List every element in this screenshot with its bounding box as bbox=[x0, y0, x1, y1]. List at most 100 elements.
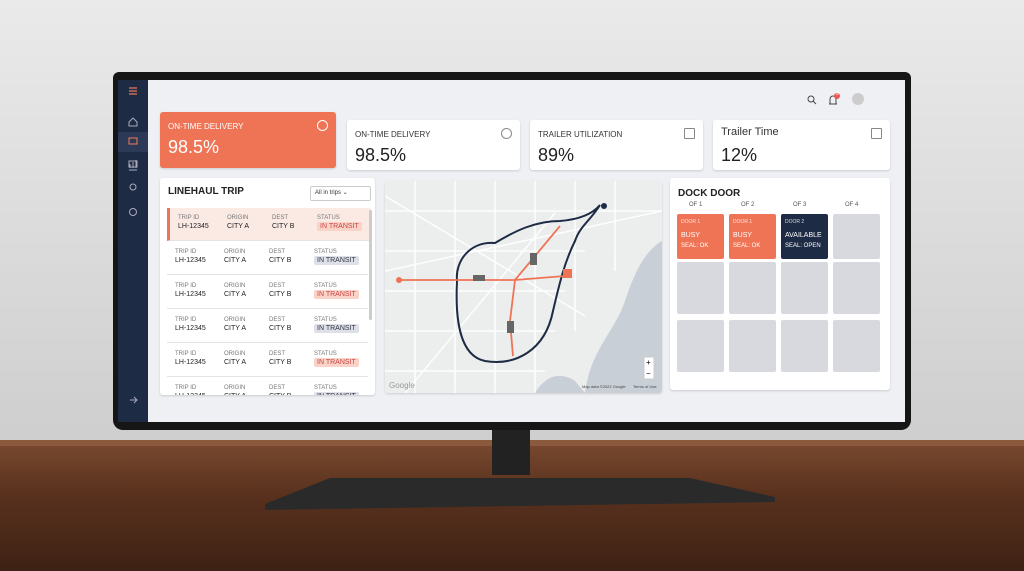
kpi-label: ON-TIME DELIVERY bbox=[355, 130, 431, 139]
dock-tile[interactable] bbox=[729, 320, 776, 372]
map-attribution: Map data ©2022 Google bbox=[582, 384, 626, 389]
trip-cell: DEST CITY B bbox=[272, 215, 294, 230]
trip-cell: DEST CITY B bbox=[269, 351, 291, 366]
trip-row[interactable]: TRIP ID LH-12345 ORIGIN CITY A DEST CITY B STA… bbox=[167, 208, 371, 241]
cell-value: LH-12345 bbox=[175, 257, 206, 264]
notification-count: 2 bbox=[836, 91, 839, 97]
cell-value: IN TRANSIT bbox=[314, 256, 359, 265]
dock-tile[interactable]: DOOR 1 BUSY SEAL: OK bbox=[677, 214, 724, 259]
trip-cell: ORIGIN CITY A bbox=[224, 351, 246, 366]
cell-header: ORIGIN bbox=[224, 385, 246, 391]
kpi-card: Trailer Time 12% bbox=[713, 120, 890, 170]
trip-cell: ORIGIN CITY A bbox=[224, 249, 246, 264]
kpi-value: 12% bbox=[721, 145, 758, 165]
cell-value: LH-12345 bbox=[175, 393, 206, 395]
door-name: DOOR 2 bbox=[785, 219, 805, 225]
trip-cell: TRIP ID LH-12345 bbox=[175, 351, 206, 366]
dock-tile[interactable] bbox=[833, 262, 880, 314]
cell-value: CITY B bbox=[269, 359, 292, 366]
panel-title: LINEHAUL TRIP bbox=[168, 186, 244, 197]
cell-value: IN TRANSIT bbox=[314, 392, 359, 395]
dock-tile[interactable] bbox=[781, 320, 828, 372]
cell-value: CITY A bbox=[224, 291, 247, 298]
cell-header: TRIP ID bbox=[178, 215, 200, 221]
trip-row[interactable]: TRIP ID LH-12345 ORIGIN CITY A DEST CITY B STA… bbox=[167, 310, 368, 343]
dock-tile[interactable]: DOOR 2 AVAILABLE SEAL: OPEN bbox=[781, 214, 828, 259]
dock-tile[interactable] bbox=[833, 320, 880, 372]
filter-dropdown[interactable]: All in trips ⌄ bbox=[310, 186, 371, 201]
zoom-out[interactable]: − bbox=[646, 369, 651, 378]
trip-row[interactable]: TRIP ID LH-12345 ORIGIN CITY A DEST CITY B STA… bbox=[167, 344, 368, 377]
kpi-value: 98.5% bbox=[355, 145, 407, 165]
map-panel: + − Google Map data ©2022 Google Terms o… bbox=[385, 181, 662, 393]
kpi-card: ON-TIME DELIVERY 98.5% bbox=[160, 112, 336, 168]
door-status: BUSY bbox=[733, 232, 753, 239]
dock-tile[interactable] bbox=[677, 320, 724, 372]
cell-header: STATUS bbox=[314, 317, 337, 323]
cell-header: ORIGIN bbox=[224, 249, 246, 255]
door-status: AVAILABLE bbox=[785, 232, 822, 239]
cell-value: CITY A bbox=[224, 257, 247, 264]
door-seal: SEAL: OK bbox=[733, 243, 761, 249]
cell-value: CITY A bbox=[227, 223, 250, 230]
cell-header: TRIP ID bbox=[175, 283, 197, 289]
cell-value: LH-12345 bbox=[175, 359, 206, 366]
cell-value: CITY B bbox=[269, 257, 292, 264]
cell-header: DEST bbox=[269, 385, 286, 391]
cell-header: TRIP ID bbox=[175, 317, 197, 323]
trip-cell: ORIGIN CITY A bbox=[224, 317, 246, 332]
cell-header: STATUS bbox=[317, 215, 340, 221]
trip-cell: ORIGIN CITY A bbox=[224, 283, 246, 298]
map-logo: Google bbox=[389, 381, 415, 390]
dock-tile[interactable] bbox=[677, 262, 724, 314]
trip-cell: ORIGIN CITY A bbox=[224, 385, 246, 395]
cell-header: ORIGIN bbox=[224, 351, 246, 357]
zoom-in[interactable]: + bbox=[646, 358, 651, 367]
linehaul-panel: LINEHAUL TRIP All in trips ⌄ TRIP ID LH-1… bbox=[160, 178, 375, 395]
kpi-label: TRAILER UTILIZATION bbox=[538, 130, 623, 139]
dock-column-header: OF 3 bbox=[793, 202, 807, 208]
kpi-card: TRAILER UTILIZATION 89% bbox=[530, 120, 703, 170]
cell-header: STATUS bbox=[314, 249, 337, 255]
cell-header: STATUS bbox=[314, 283, 337, 289]
kpi-icon bbox=[501, 128, 512, 139]
cell-header: DEST bbox=[269, 317, 286, 323]
panel-title: DOCK DOOR bbox=[678, 188, 741, 199]
cell-header: ORIGIN bbox=[224, 283, 246, 289]
cell-header: TRIP ID bbox=[175, 249, 197, 255]
kpi-card: ON-TIME DELIVERY 98.5% bbox=[347, 120, 520, 170]
cell-value: CITY B bbox=[269, 393, 291, 395]
cell-header: STATUS bbox=[314, 351, 337, 357]
sidebar bbox=[118, 80, 148, 422]
sidebar-icons bbox=[118, 87, 148, 404]
cell-value: LH-12345 bbox=[175, 291, 206, 298]
trip-row[interactable]: TRIP ID LH-12345 ORIGIN CITY A DEST CITY B STA… bbox=[167, 378, 368, 395]
cell-value: CITY A bbox=[224, 325, 247, 332]
cell-value: CITY A bbox=[224, 393, 246, 395]
trip-row[interactable]: TRIP ID LH-12345 ORIGIN CITY A DEST CITY B STA… bbox=[167, 242, 368, 275]
dock-tile[interactable]: DOOR 1 BUSY SEAL: OK bbox=[729, 214, 776, 259]
cell-value: IN TRANSIT bbox=[314, 290, 359, 299]
kpi-label: ON-TIME DELIVERY bbox=[168, 122, 244, 131]
cell-header: DEST bbox=[269, 351, 286, 357]
trip-row[interactable]: TRIP ID LH-12345 ORIGIN CITY A DEST CITY B STA… bbox=[167, 276, 368, 309]
dock-tile[interactable] bbox=[729, 262, 776, 314]
cell-value: LH-12345 bbox=[175, 325, 206, 332]
cell-header: ORIGIN bbox=[227, 215, 249, 221]
trip-cell: DEST CITY B bbox=[269, 249, 291, 264]
dock-tile[interactable] bbox=[833, 214, 880, 259]
dock-tile[interactable] bbox=[781, 262, 828, 314]
trip-cell: DEST CITY B bbox=[269, 283, 291, 298]
trip-cell: TRIP ID LH-12345 bbox=[178, 215, 209, 230]
screen: 2 LINEHAUL TRIP All in trips ⌄ TRIP ID LH… bbox=[118, 80, 905, 422]
trip-cell: TRIP ID LH-12345 bbox=[175, 249, 206, 264]
kpi-value: 89% bbox=[538, 145, 575, 165]
cell-header: DEST bbox=[269, 249, 286, 255]
map-terms[interactable]: Terms of Use bbox=[633, 384, 657, 389]
trip-cell: TRIP ID LH-12345 bbox=[175, 283, 206, 298]
